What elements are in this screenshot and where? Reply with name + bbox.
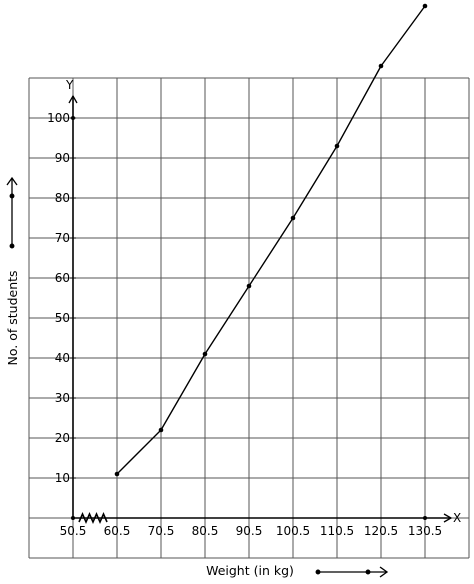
y-tick-label: 70 (55, 231, 70, 245)
y-tick-label: 40 (55, 351, 70, 365)
data-point (158, 427, 164, 433)
y-axis-arrowhead (68, 94, 78, 104)
x-tick-label: 90.5 (236, 524, 263, 538)
x-axis-letter: X (453, 511, 461, 525)
data-point (290, 215, 296, 221)
data-point (334, 143, 340, 149)
x-tick-label: 100.5 (276, 524, 310, 538)
x-axis-label: Weight (in kg) (206, 563, 294, 578)
data-point (246, 283, 252, 289)
data-point (202, 351, 208, 357)
tick-labels: 10 20 30 40 50 60 70 80 90 100 50.5 60.5 70.5 80.5 90.… (47, 111, 442, 538)
x-tick-label: 110.5 (320, 524, 354, 538)
origin-point (71, 516, 75, 520)
y-tick-label: 100 (47, 111, 70, 125)
y-tick-label: 80 (55, 191, 70, 205)
axes (68, 94, 453, 524)
y-tick-label: 10 (55, 471, 70, 485)
y-tick-label: 50 (55, 311, 70, 325)
data-point (114, 471, 120, 477)
x-tick-label: 60.5 (104, 524, 131, 538)
x-tick-label: 130.5 (408, 524, 442, 538)
x-tick-label: 80.5 (192, 524, 219, 538)
y-axis-label: No. of students (5, 270, 20, 365)
data-series (114, 3, 428, 477)
series-line (116, 5, 426, 475)
y-tick-label: 90 (55, 151, 70, 165)
x-tick-label: 120.5 (364, 524, 398, 538)
y-axis-letter: Y (65, 78, 74, 92)
x-axis-arrowhead (443, 513, 453, 523)
x-tick-label: 50.5 (60, 524, 87, 538)
y-tick-label: 20 (55, 431, 70, 445)
x-direction-arrow (315, 566, 389, 578)
y-direction-arrow (6, 176, 18, 249)
data-point (422, 3, 428, 9)
y-tick-label: 60 (55, 271, 70, 285)
x-axis-end-point (423, 516, 427, 520)
x-tick-label: 70.5 (148, 524, 175, 538)
y-tick-label: 30 (55, 391, 70, 405)
data-point (378, 63, 384, 69)
axis-break-zigzag (78, 512, 108, 524)
grid (28, 77, 470, 559)
